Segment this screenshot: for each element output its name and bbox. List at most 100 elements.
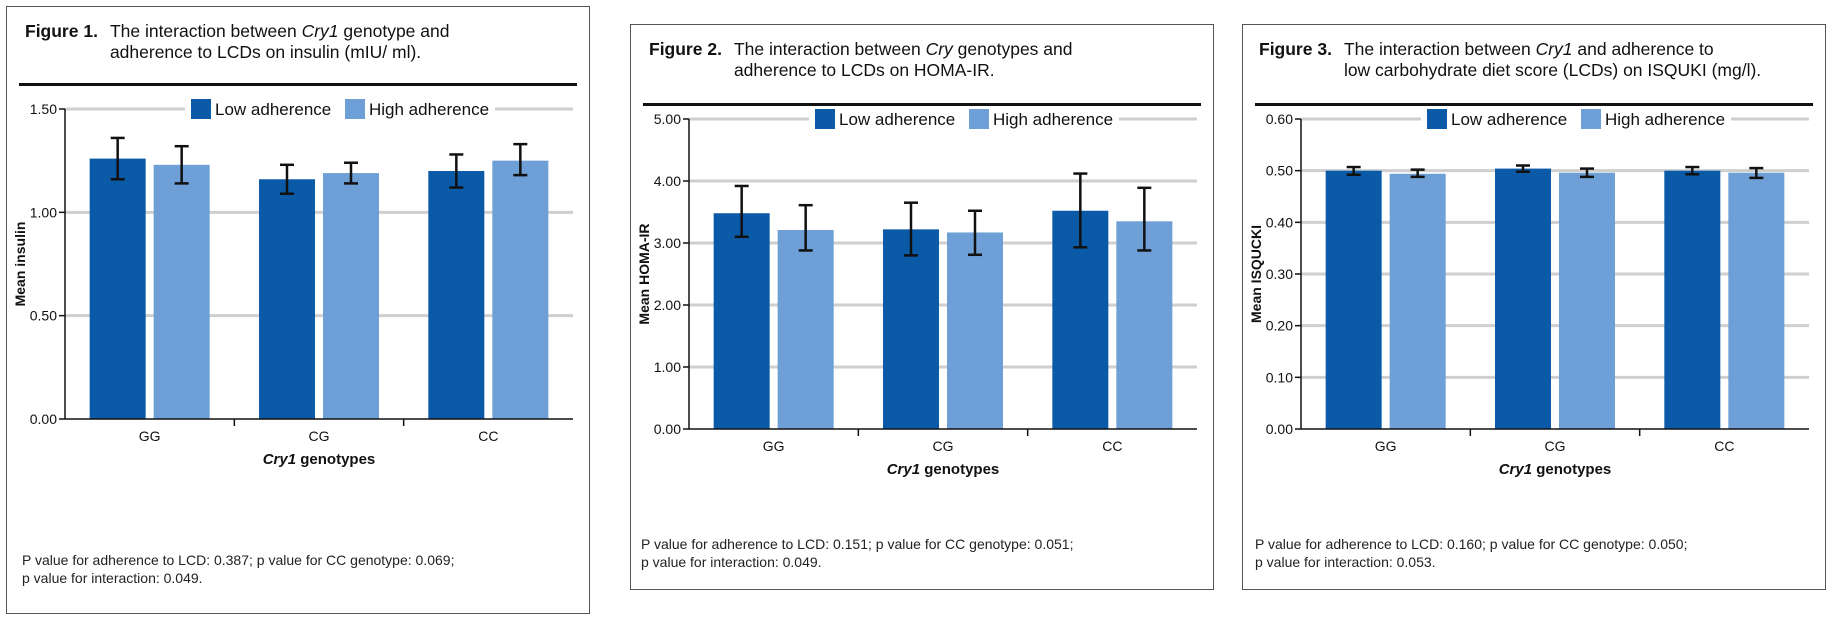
legend: Low adherence High adherence [809, 107, 1119, 132]
y-tick-label: 0.60 [1266, 111, 1293, 127]
x-axis-label-text: genotypes [920, 461, 999, 478]
figure-caption: Figure 3. The interaction between Cry1 an… [1259, 39, 1825, 81]
legend-swatch-high [969, 109, 989, 129]
legend-background [809, 107, 1119, 132]
y-tick-label: 0.30 [1266, 266, 1293, 282]
p-values: P value for adherence to LCD: 0.160; p v… [1255, 535, 1687, 571]
legend: Low adherence High adherence [185, 97, 495, 122]
legend-background [1421, 107, 1731, 132]
x-axis-label-gene: Cry1 [887, 461, 920, 478]
y-tick-label: 0.50 [30, 308, 57, 324]
legend-swatch-low [191, 99, 211, 119]
caption-segment: low carbohydrate diet score (LCDs) on IS… [1343, 60, 1762, 80]
bar-low-CG [259, 179, 315, 419]
p-value-line: p value for interaction: 0.049. [22, 570, 203, 586]
caption-segment: The interaction between [733, 39, 926, 59]
x-tick-label: CG [933, 438, 954, 454]
caption-line: low carbohydrate diet score (LCDs) on IS… [1344, 60, 1761, 81]
caption-segment: Cry1 [1535, 39, 1573, 59]
caption-segment: genotypes and [952, 39, 1073, 59]
bar-low-GG [1325, 170, 1382, 429]
p-value-line: p value for interaction: 0.053. [1255, 554, 1436, 570]
x-tick-label: CC [1714, 438, 1734, 454]
bar-high-GG [153, 164, 210, 419]
bar-high-CG [1559, 172, 1615, 429]
caption-rule [19, 83, 577, 86]
caption-line: adherence to LCDs on HOMA-IR. [734, 60, 1073, 81]
caption-segment: Cry1 [301, 21, 339, 41]
caption-line: The interaction between Cry1 genotype an… [110, 21, 450, 42]
bar-low-CG [1495, 168, 1551, 429]
legend-label: High adherence [993, 110, 1113, 129]
y-tick-label: 0.10 [1266, 369, 1293, 385]
caption-segment: Cry [925, 39, 953, 59]
bar-high-GG [1389, 173, 1446, 429]
x-tick-label: GG [1375, 438, 1397, 454]
chart: Low adherence High adherence GG CG CC 0.00 1.0… [636, 107, 1197, 478]
caption-segment: The interaction between [1343, 39, 1536, 59]
y-tick-label: 2.00 [654, 297, 681, 313]
bar-high-CC [1116, 221, 1173, 429]
y-tick-label: 0.20 [1266, 318, 1293, 334]
bar-low-CC [1664, 170, 1721, 429]
x-axis-label-gene: Cry1 [263, 451, 296, 468]
figure-panel-3: Figure 3. The interaction between Cry1 an… [1242, 24, 1826, 590]
caption-segment: adherence to LCDs on insulin (mIU/ ml). [109, 42, 422, 62]
p-value-line: p value for interaction: 0.049. [641, 554, 822, 570]
legend-label: Low adherence [1451, 110, 1567, 129]
legend-label: High adherence [1605, 110, 1725, 129]
y-axis-label: Mean insulin [12, 222, 28, 307]
figure-label: Figure 2. [649, 39, 722, 59]
y-tick-label: 0.00 [654, 421, 681, 437]
legend-label: Low adherence [839, 110, 955, 129]
bar-high-CG [323, 173, 379, 419]
legend-label: High adherence [369, 100, 489, 119]
figure-caption: Figure 2. The interaction between Cry gen… [649, 39, 1213, 81]
y-tick-label: 0.00 [1266, 421, 1293, 437]
x-tick-label: CC [1102, 438, 1122, 454]
caption-rule [643, 103, 1201, 106]
x-tick-label: CG [1545, 438, 1566, 454]
chart: Low adherence High adherence GG CG CC 0.00 0.1… [1248, 107, 1809, 478]
caption-rule [1255, 103, 1813, 106]
p-value-line: P value for adherence to LCD: 0.151; p v… [641, 536, 1074, 552]
caption-segment: and adherence to [1572, 39, 1714, 59]
caption-segment: genotype and [338, 21, 450, 41]
x-axis-label: Cry1 genotypes [1499, 461, 1612, 478]
y-tick-label: 0.50 [1266, 163, 1293, 179]
bar-high-GG [777, 229, 834, 429]
y-axis-label: Mean ISQUCKI [1248, 225, 1264, 323]
caption-segment: The interaction between [109, 21, 302, 41]
figure-caption: Figure 1. The interaction between Cry1 ge… [25, 21, 589, 63]
caption-line: The interaction between Cry genotypes an… [734, 39, 1073, 60]
y-tick-label: 4.00 [654, 173, 681, 189]
figure-label: Figure 1. [25, 21, 98, 41]
bar-high-CG [947, 232, 1003, 429]
legend-swatch-high [345, 99, 365, 119]
y-tick-label: 5.00 [654, 111, 681, 127]
x-tick-label: CG [309, 428, 330, 444]
y-axis-label: Mean HOMA-IR [636, 223, 652, 324]
figure-label: Figure 3. [1259, 39, 1332, 59]
x-axis-label-gene: Cry1 [1499, 461, 1532, 478]
x-axis-label: Cry1 genotypes [887, 461, 1000, 478]
y-tick-label: 0.40 [1266, 214, 1293, 230]
legend-swatch-high [1581, 109, 1601, 129]
legend: Low adherence High adherence [1421, 107, 1731, 132]
x-axis-label: Cry1 genotypes [263, 451, 376, 468]
bar-low-CG [883, 229, 939, 429]
p-value-line: P value for adherence to LCD: 0.160; p v… [1255, 536, 1688, 552]
caption-line: The interaction between Cry1 and adheren… [1344, 39, 1761, 60]
x-tick-label: CC [478, 428, 498, 444]
legend-background [185, 97, 495, 122]
bar-high-CC [492, 160, 549, 419]
p-values: P value for adherence to LCD: 0.387; p v… [22, 551, 454, 587]
bar-low-GG [89, 158, 146, 419]
x-tick-label: GG [763, 438, 785, 454]
caption-line: adherence to LCDs on insulin (mIU/ ml). [110, 42, 450, 63]
caption-segment: adherence to LCDs on HOMA-IR. [733, 60, 995, 80]
figure-panel-1: Figure 1. The interaction between Cry1 ge… [6, 6, 590, 614]
y-tick-label: 1.00 [654, 359, 681, 375]
legend-label: Low adherence [215, 100, 331, 119]
chart: Low adherence High adherence GG CG CC 0.00 0.5… [12, 97, 573, 468]
